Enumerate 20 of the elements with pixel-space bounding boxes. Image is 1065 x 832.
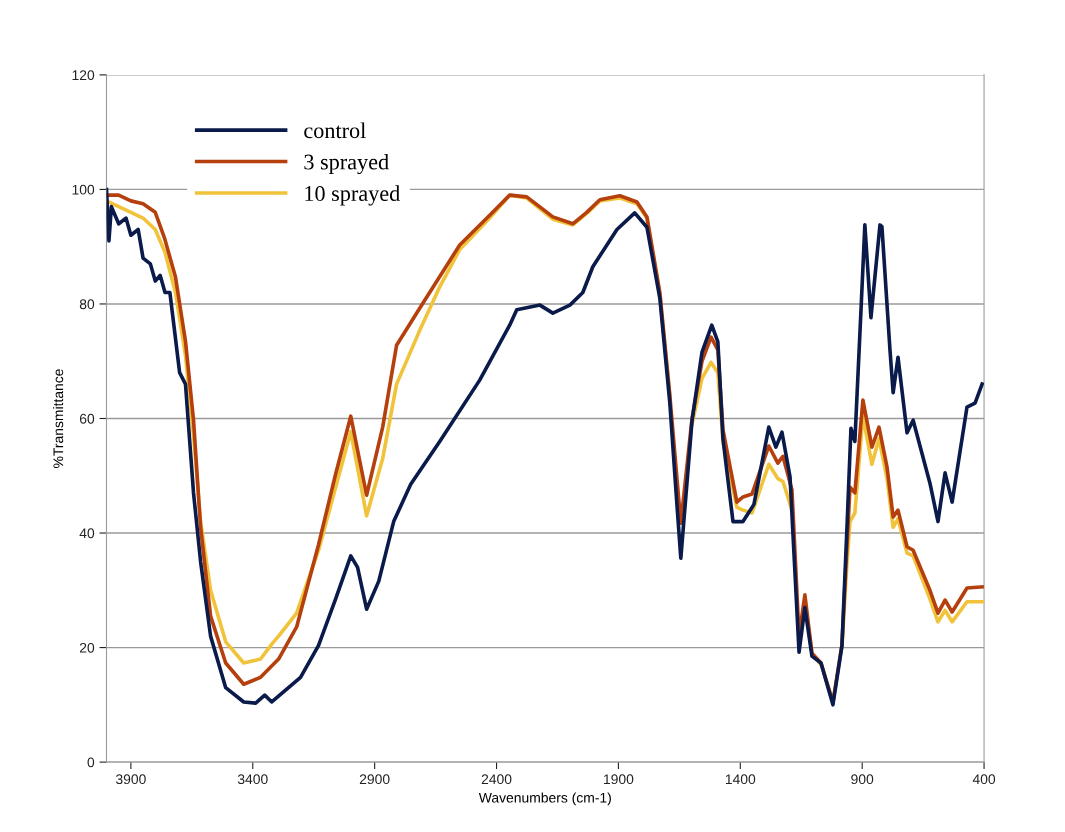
legend-label: 10 sprayed (305, 185, 400, 206)
x-axis-title: Wavenumbers (cm-1) (478, 792, 611, 806)
y-tick-label: 100 (72, 184, 95, 195)
y-axis-title: %Transmittance (53, 369, 64, 468)
x-tick-label: 3900 (115, 774, 146, 785)
x-tick-label: 3400 (237, 774, 268, 785)
y-tick-label: 20 (79, 642, 95, 653)
legend-label: control (304, 122, 366, 139)
x-tick-label: 2400 (481, 774, 512, 785)
x-tick-label: 1400 (725, 774, 756, 785)
y-tick-label: 120 (72, 70, 95, 81)
y-tick-label: 0 (87, 757, 95, 768)
x-tick-label: 900 (851, 774, 874, 785)
x-tick-label: 1900 (604, 774, 634, 785)
legend-label: 3 sprayed (304, 153, 389, 175)
x-tick-label: 2900 (359, 774, 390, 785)
y-tick-label: 60 (79, 413, 95, 424)
x-tick-label: 400 (972, 774, 996, 785)
y-tick-label: 40 (79, 528, 95, 539)
y-tick-label: 80 (79, 299, 95, 310)
